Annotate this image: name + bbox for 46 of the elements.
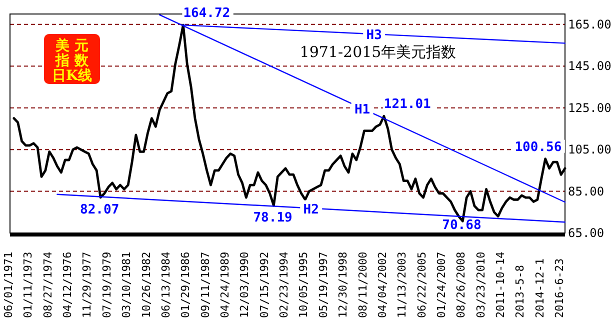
x-tick-label: 02/23/1994 — [278, 251, 291, 318]
x-tick-label: 01/11/1973 — [22, 252, 35, 318]
x-tick-label: 04/04/2002 — [376, 252, 389, 318]
x-tick-label: 03/23/2010 — [474, 252, 488, 318]
x-tick-label: 03/10/1981 — [120, 252, 134, 318]
data-label: 78.19 — [253, 210, 292, 226]
x-tick-label: 04/24/1989 — [218, 252, 232, 318]
x-tick-label: 2016-6-23 — [553, 258, 566, 318]
x-tick-label: 05/19/1997 — [316, 252, 330, 318]
series-label: H2 — [303, 202, 319, 218]
text: 1971-2015年美元指数 — [300, 43, 456, 61]
x-tick-label: 12/03/1990 — [238, 252, 252, 318]
x-tick-label: 01/29/1986 — [179, 252, 192, 318]
series-label: H3 — [366, 28, 382, 44]
x-tick-label: 2013-5-8 — [514, 265, 527, 318]
x-tick-label: 06/13/1984 — [159, 251, 172, 318]
x-tick-label: 2014-12-1 — [533, 258, 546, 318]
data-label: 100.56 — [514, 140, 562, 155]
x-tick-label: 08/11/2000 — [356, 252, 370, 318]
data-label: 164.72 — [183, 6, 230, 22]
text: 美 元指 数日K线 — [52, 37, 92, 84]
y-tick-label: 65.00 — [568, 226, 604, 240]
x-tick-label: 01/24/2007 — [434, 252, 448, 318]
x-tick-label: 08/27/1974 — [41, 251, 54, 318]
x-tick-label: 04/12/1976 — [61, 252, 74, 318]
x-tick-label: 08/26/2008 — [454, 252, 468, 318]
data-label: 82.07 — [80, 202, 120, 218]
x-tick-label: 10/05/1995 — [297, 252, 310, 318]
x-tick-label: 11/13/2003 — [396, 252, 409, 318]
y-tick-label: 85.00 — [568, 184, 604, 198]
y-tick-label: 105.00 — [568, 142, 612, 157]
x-tick-label: 07/15/1992 — [258, 252, 271, 318]
x-tick-label: 06/22/2005 — [415, 252, 428, 318]
x-tick-label: 12/30/1998 — [336, 252, 350, 318]
series-label: H1 — [354, 102, 370, 118]
x-tick-label: 06/01/1971 — [2, 252, 15, 318]
x-tick-label: 09/11/1987 — [198, 252, 212, 318]
x-tick-label: 07/19/1979 — [100, 252, 114, 318]
y-tick-label: 145.00 — [568, 59, 612, 74]
x-tick-label: 11/29/1977 — [80, 252, 94, 318]
y-tick-label: 125.00 — [568, 100, 612, 115]
y-tick-label: 165.00 — [568, 17, 612, 32]
x-tick-label: 10/26/1982 — [140, 252, 153, 318]
x-tick-label: 2011-10-14 — [494, 251, 508, 318]
data-label: 121.01 — [384, 97, 432, 112]
data-label: 70.68 — [442, 218, 482, 233]
